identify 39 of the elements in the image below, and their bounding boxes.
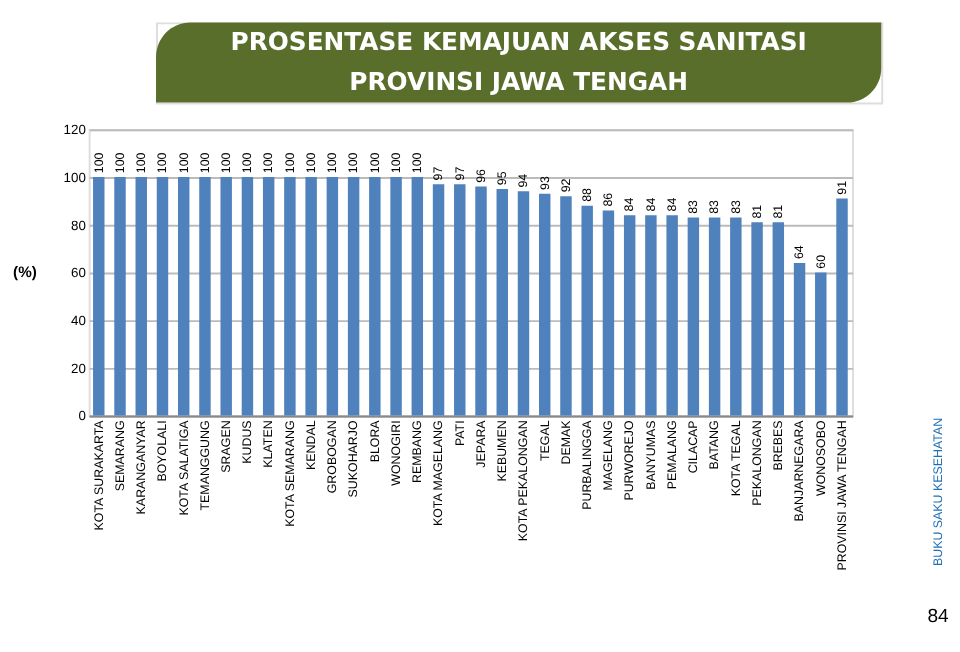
- bar: [284, 177, 296, 416]
- y-axis-title: (%): [13, 263, 38, 282]
- bar: [390, 177, 402, 416]
- text: 84: [927, 605, 950, 628]
- bar: [687, 217, 700, 416]
- bar: [411, 177, 424, 416]
- bar: [581, 205, 593, 416]
- bar: [241, 177, 254, 416]
- bar: [517, 191, 530, 416]
- bar: [369, 177, 381, 416]
- bar: [199, 177, 211, 416]
- bar: [305, 177, 317, 416]
- bar: [772, 222, 785, 416]
- bar: [560, 196, 572, 416]
- bar: [793, 262, 806, 416]
- bar: [135, 177, 147, 416]
- bar: [602, 210, 615, 416]
- bar: [114, 177, 126, 416]
- bar: [326, 177, 339, 416]
- bar: [666, 215, 678, 416]
- bar: [836, 198, 848, 416]
- chart-title: PROSENTASE KEMAJUAN AKSES SANITASI PROVINSI JAWA TENGAH: [230, 26, 807, 97]
- bar: [220, 177, 232, 416]
- bar: [432, 184, 445, 416]
- bar: [156, 177, 169, 416]
- bar: [262, 177, 275, 416]
- bar: [93, 177, 105, 416]
- bar: [475, 186, 487, 416]
- bar: [539, 193, 551, 416]
- bar: [496, 188, 508, 416]
- bar: [454, 184, 466, 416]
- bar: [730, 217, 742, 416]
- bar: [177, 177, 190, 416]
- bar: [347, 177, 360, 416]
- bar: [815, 272, 827, 416]
- bar: [623, 215, 636, 416]
- bar: [708, 217, 721, 416]
- bar: [645, 215, 657, 416]
- bar: [751, 222, 763, 416]
